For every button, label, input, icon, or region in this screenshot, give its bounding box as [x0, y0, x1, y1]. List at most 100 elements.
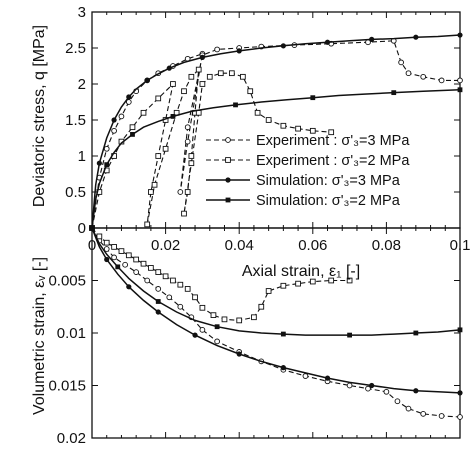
data-point: [420, 411, 427, 417]
data-point: [104, 162, 110, 168]
data-point: [166, 294, 173, 301]
data-point: [265, 288, 272, 294]
data-point: [188, 153, 195, 159]
data-point: [184, 124, 191, 131]
legend-label: Experiment : σ'₃=3 MPa: [256, 133, 410, 149]
data-point: [199, 327, 206, 333]
data-point: [199, 81, 206, 87]
data-point: [302, 373, 309, 379]
data-point: [181, 88, 187, 95]
x-tick-label: 0.02: [151, 237, 180, 254]
data-point: [103, 246, 110, 252]
data-point: [247, 88, 254, 95]
legend-marker: [225, 137, 231, 143]
data-point: [151, 181, 158, 188]
data-point: [140, 109, 147, 116]
data-point: [214, 338, 220, 345]
data-point: [126, 94, 132, 100]
volumetric-strain-plot: 0.005 0.01 0.015 0.02 0 0.02 0.04 0.06 0.08 0.1: [48, 225, 470, 447]
data-point: [144, 77, 150, 83]
data-point: [104, 256, 110, 263]
data-point: [184, 138, 191, 145]
data-point: [170, 81, 176, 87]
data-point: [324, 375, 331, 381]
data-point: [265, 117, 272, 123]
x-tick-label: 0: [88, 237, 96, 254]
data-point: [280, 331, 286, 337]
data-point: [347, 332, 352, 338]
data-point: [148, 265, 154, 271]
data-point: [181, 210, 187, 217]
data-point: [144, 277, 151, 284]
data-point: [118, 248, 125, 254]
data-point: [251, 314, 257, 321]
y-tick-label: 1: [78, 148, 86, 165]
data-point: [438, 413, 445, 419]
data-point: [214, 46, 220, 53]
x-tick-label: 0.08: [372, 237, 401, 254]
series-1-1: [89, 225, 353, 324]
data-point: [155, 309, 161, 315]
x-axis-label: Axial strain, ε₁ [-]: [242, 263, 360, 280]
data-point: [122, 261, 128, 268]
legend: Experiment : σ'₃=3 MPa Experiment : σ'₃=2…: [206, 133, 410, 209]
data-point: [89, 225, 95, 231]
data-point: [184, 286, 191, 292]
data-point: [214, 324, 220, 330]
data-point: [111, 127, 117, 134]
data-point: [398, 59, 404, 66]
legend-label: Experiment : σ'₃=2 MPa: [256, 153, 410, 169]
data-point: [199, 304, 206, 311]
series-1-3: [89, 225, 463, 338]
data-point: [96, 160, 102, 166]
data-point: [413, 34, 419, 40]
data-point: [125, 252, 132, 259]
data-point: [210, 312, 217, 319]
series-line: [91, 40, 460, 229]
legend-label: Simulation: σ'₃=3 MPa: [256, 173, 401, 189]
series-0-1: [89, 66, 335, 231]
data-point: [133, 256, 140, 263]
data-point: [111, 244, 117, 250]
data-point: [111, 117, 117, 123]
data-point: [405, 405, 412, 412]
series-line: [91, 89, 461, 229]
data-point: [162, 145, 169, 152]
data-point: [170, 114, 176, 119]
data-point: [129, 124, 136, 131]
data-point: [369, 382, 375, 389]
data-point: [155, 269, 162, 275]
data-point: [228, 70, 235, 77]
legend-marker: [225, 197, 231, 203]
data-point: [254, 109, 261, 116]
data-point: [140, 260, 147, 267]
y-tick-label: 0.5: [65, 184, 86, 201]
data-point: [177, 189, 184, 195]
data-point: [405, 70, 412, 77]
deviatoric-stress-plot: 0 0.5 1 1.5 2 2.5 3: [65, 4, 463, 237]
data-point: [166, 65, 172, 71]
data-point: [195, 66, 202, 73]
legend-label: Simulation: σ'₃=2 MPa: [256, 193, 401, 209]
data-point: [295, 125, 301, 132]
y-tick-label: 0: [78, 220, 86, 237]
data-point: [236, 317, 243, 324]
data-point: [184, 189, 191, 195]
y-tick-label: 0.015: [48, 378, 86, 395]
data-point: [457, 390, 463, 396]
data-point: [192, 294, 198, 301]
data-point: [221, 316, 228, 323]
data-point: [130, 132, 135, 137]
series-line: [91, 227, 461, 394]
data-point: [217, 70, 224, 77]
y-tick-label: 1.5: [65, 112, 86, 129]
data-point: [438, 77, 445, 84]
data-point: [155, 286, 162, 292]
data-point: [383, 388, 390, 395]
legend-marker: [225, 157, 231, 163]
data-point: [103, 239, 110, 246]
series-0-0: [89, 37, 463, 231]
data-point: [236, 351, 242, 357]
data-point: [346, 382, 353, 389]
data-point: [346, 277, 353, 284]
